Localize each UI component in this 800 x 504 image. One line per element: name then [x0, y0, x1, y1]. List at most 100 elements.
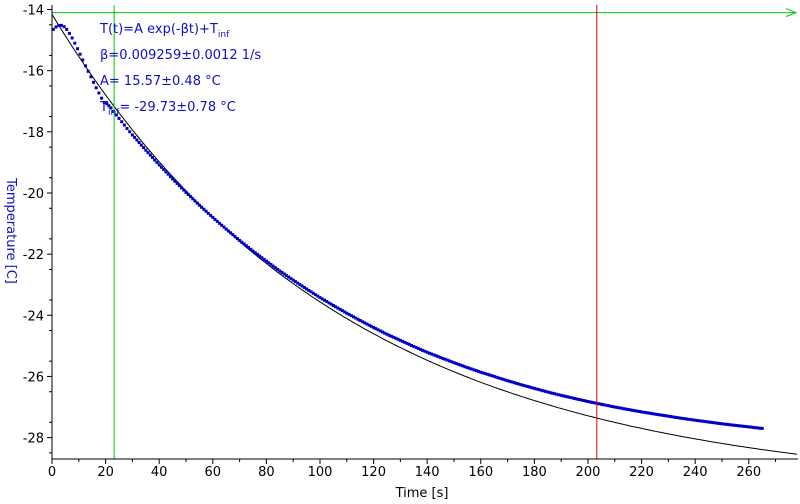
data-point	[669, 415, 673, 418]
data-point	[220, 223, 224, 227]
data-point	[316, 294, 320, 298]
data-point	[229, 231, 233, 235]
cursor-layer[interactable]	[52, 5, 798, 459]
data-point	[135, 138, 139, 142]
data-point	[57, 23, 61, 27]
data-point	[394, 336, 398, 340]
data-point	[343, 310, 347, 314]
data-point	[432, 353, 436, 357]
data-point	[436, 355, 440, 359]
data-point	[128, 130, 132, 134]
data-point	[76, 47, 79, 51]
data-point	[186, 193, 190, 196]
data-point	[381, 330, 384, 334]
data-point	[195, 201, 199, 205]
data-point	[454, 362, 458, 365]
data-point	[117, 116, 121, 120]
y-tick-label: -18	[23, 126, 44, 141]
data-point	[51, 27, 55, 31]
data-point	[548, 391, 552, 395]
data-point	[168, 175, 172, 179]
data-point	[122, 123, 126, 127]
data-point	[680, 416, 684, 420]
data-point	[675, 416, 679, 420]
x-tick-label: 40	[151, 465, 168, 480]
data-point	[628, 408, 632, 412]
data-point	[459, 363, 463, 367]
data-point	[722, 422, 726, 426]
data-point	[244, 244, 248, 248]
data-point	[653, 412, 657, 416]
data-point	[704, 420, 708, 424]
data-point	[298, 283, 302, 287]
data-point	[262, 258, 266, 261]
data-point	[474, 369, 478, 373]
data-point	[584, 399, 588, 403]
data-point	[387, 333, 391, 337]
y-tick-label: -24	[23, 309, 44, 324]
data-point	[233, 235, 237, 239]
data-point	[526, 385, 530, 388]
x-axis-title: Time [s]	[395, 486, 449, 501]
data-point	[358, 319, 362, 322]
data-point	[711, 421, 715, 425]
data-point	[86, 69, 90, 73]
data-point	[392, 335, 396, 339]
data-point	[258, 254, 262, 258]
data-point	[434, 354, 438, 358]
data-point	[472, 368, 476, 372]
data-point	[54, 25, 58, 29]
data-point	[698, 419, 702, 423]
data-point	[718, 422, 722, 425]
data-point	[222, 225, 226, 229]
data-point	[608, 404, 612, 408]
data-point	[751, 425, 755, 429]
data-point	[92, 80, 95, 84]
x-tick-label: 200	[576, 465, 601, 480]
data-point	[539, 388, 543, 392]
x-tick-label: 80	[258, 465, 275, 480]
data-point	[323, 298, 326, 302]
data-point	[389, 334, 393, 338]
data-point	[133, 135, 137, 139]
data-point	[407, 342, 411, 346]
data-point	[159, 165, 163, 169]
data-point	[606, 404, 610, 408]
data-point	[617, 406, 621, 410]
data-point	[499, 377, 503, 381]
data-point	[441, 356, 445, 360]
data-point	[510, 380, 514, 384]
data-point	[689, 418, 693, 422]
data-point	[631, 408, 635, 412]
data-point	[662, 414, 666, 417]
data-point	[153, 158, 157, 162]
data-point	[146, 151, 150, 155]
data-point	[204, 209, 208, 213]
data-point	[427, 351, 431, 355]
data-point	[559, 393, 563, 397]
data-point	[78, 52, 82, 56]
data-point	[671, 415, 675, 419]
x-tick-label: 240	[683, 465, 708, 480]
data-point	[756, 426, 760, 430]
data-point	[528, 385, 532, 389]
data-point	[492, 374, 496, 378]
data-point	[660, 413, 664, 417]
data-point	[293, 280, 297, 284]
data-point	[235, 237, 239, 240]
x-tick-label: 20	[97, 465, 114, 480]
data-point	[251, 249, 255, 253]
data-point	[189, 195, 192, 199]
data-point	[479, 370, 483, 374]
data-point	[517, 382, 521, 386]
data-point	[102, 101, 106, 104]
data-point	[700, 419, 704, 423]
data-point	[329, 302, 333, 306]
data-point	[242, 242, 246, 246]
data-point	[695, 419, 699, 422]
data-point	[635, 409, 639, 413]
x-tick-label: 100	[308, 465, 333, 480]
data-point	[678, 416, 681, 420]
data-point	[314, 293, 317, 297]
data-point	[488, 373, 492, 377]
